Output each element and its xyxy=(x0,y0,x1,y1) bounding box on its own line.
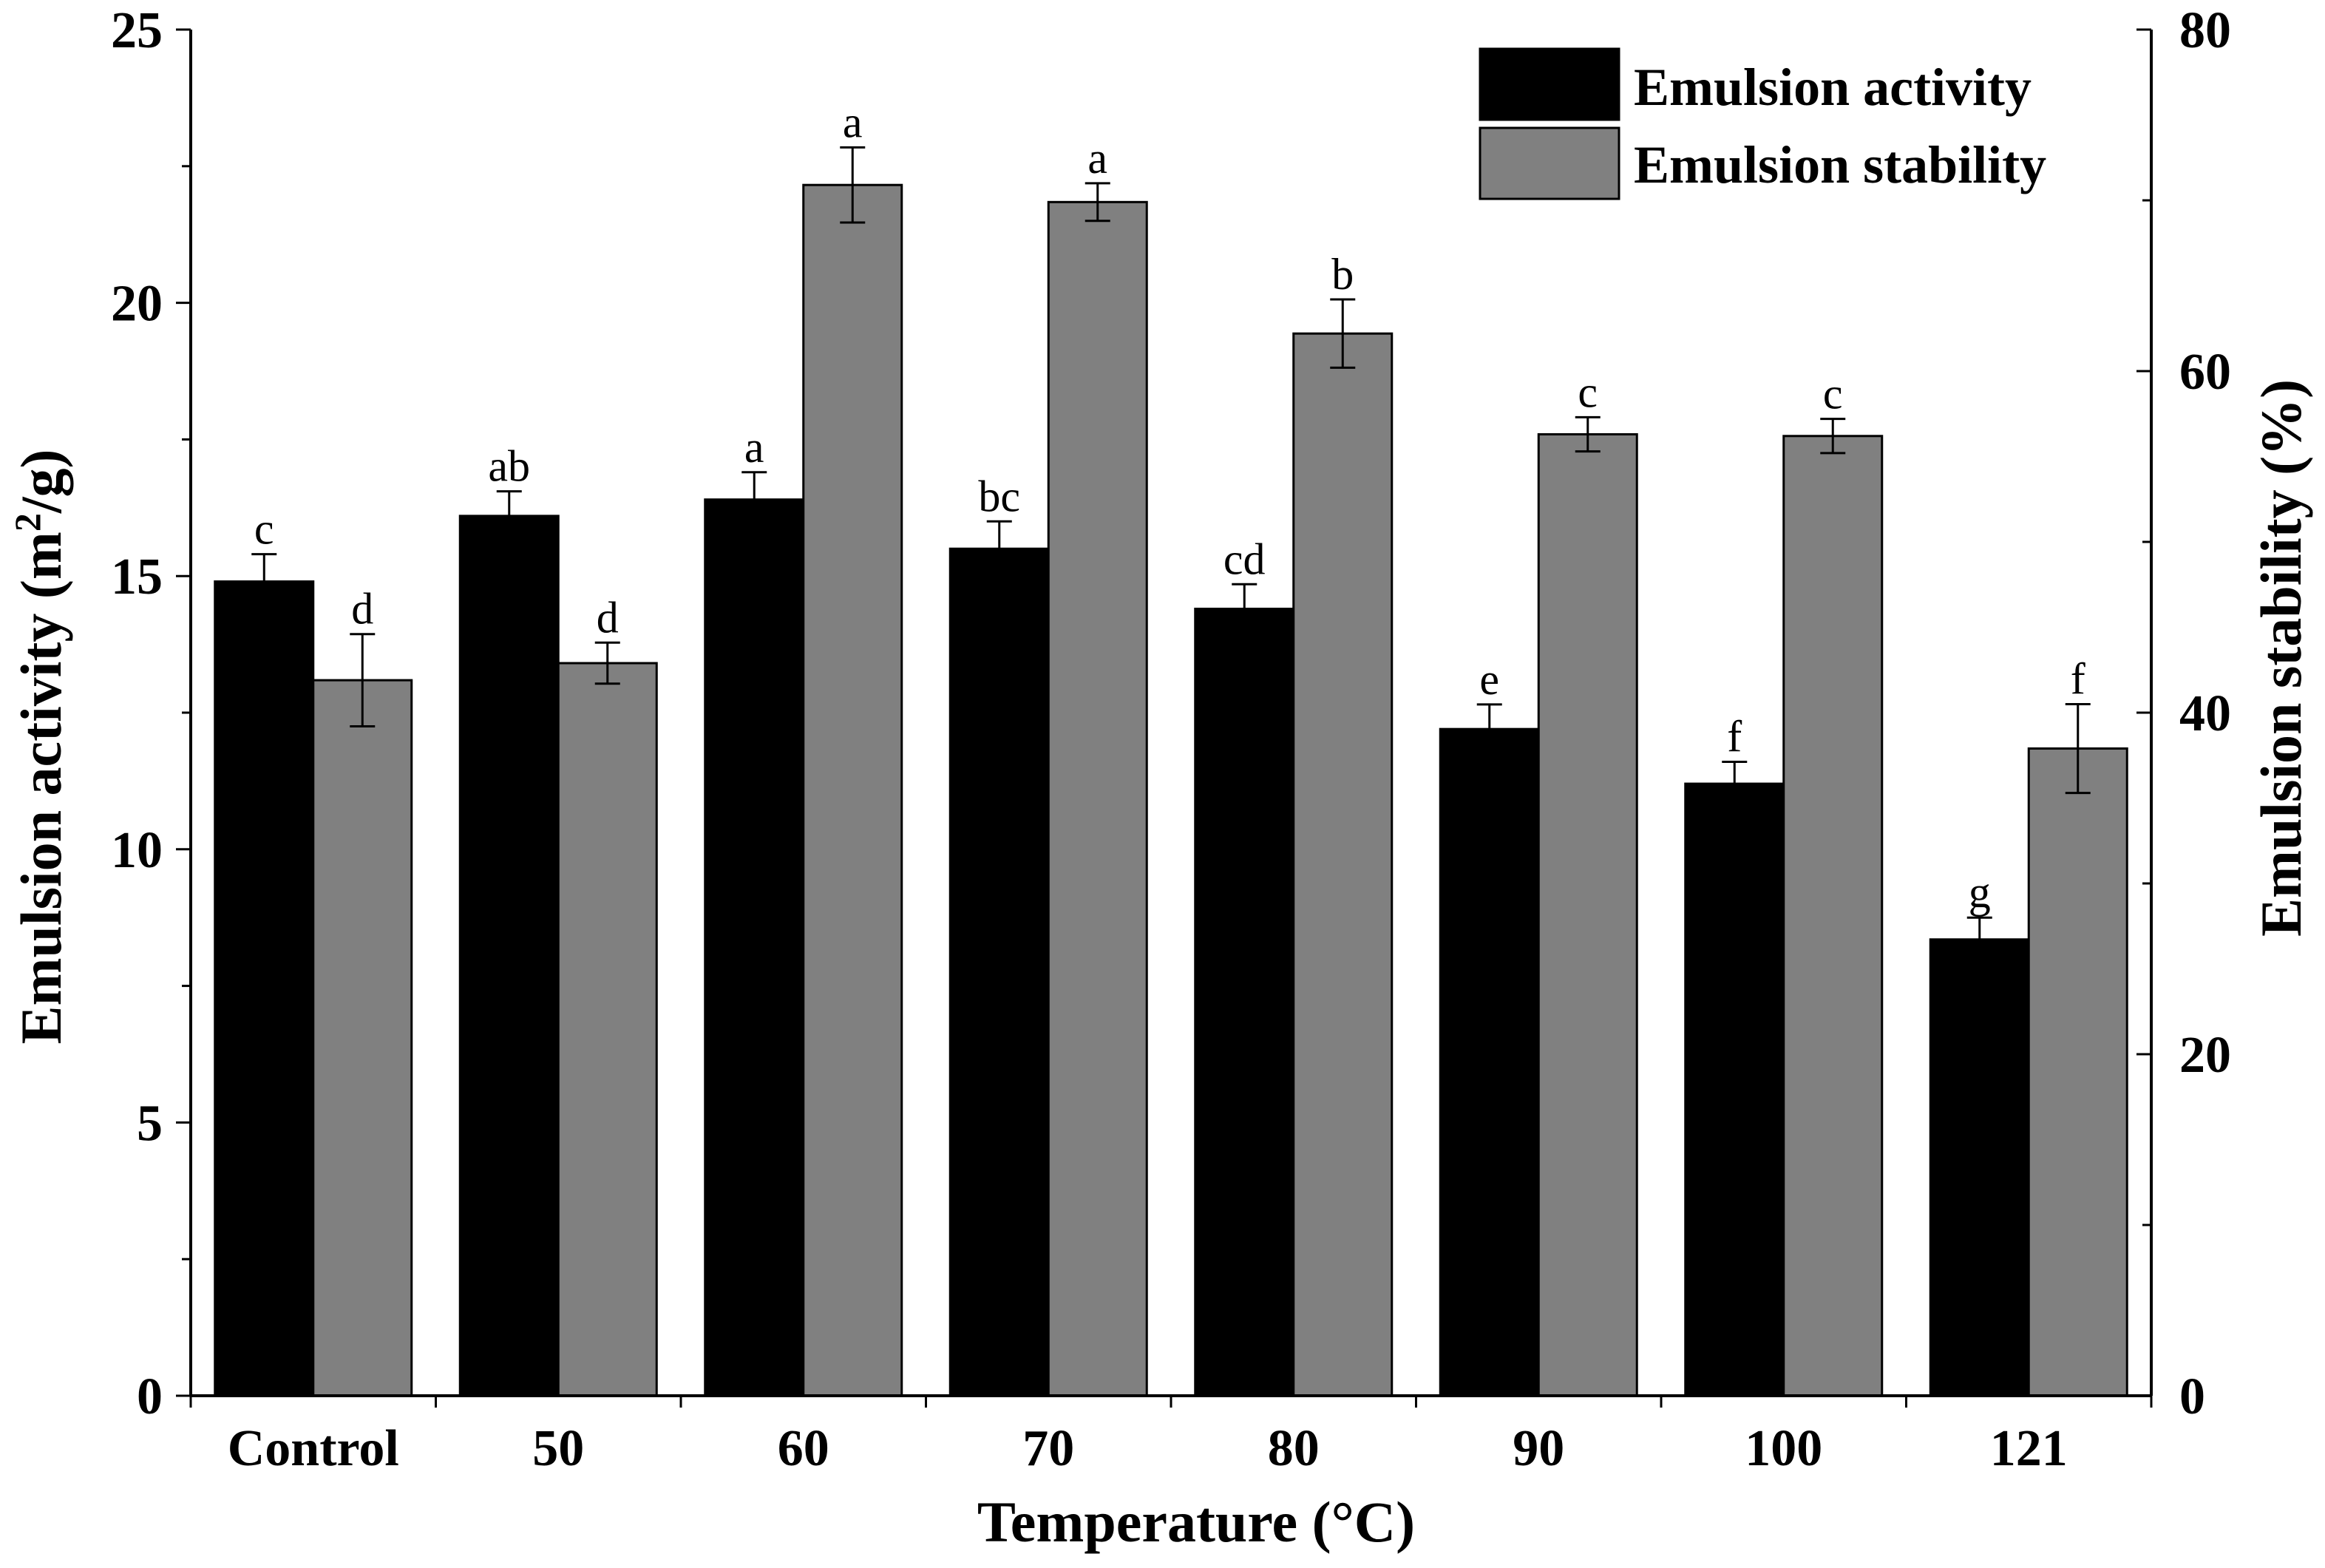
y-left-tick-label-1: 5 xyxy=(137,1095,163,1152)
x-tick-label-5: 90 xyxy=(1513,1420,1564,1477)
bar-stability-7 xyxy=(2027,747,2128,1397)
bar-activity-6 xyxy=(1684,782,1785,1397)
significance-label-activity-4: cd xyxy=(1223,534,1266,583)
significance-label-stability-1: d xyxy=(597,593,619,642)
x-tick-label-1: 50 xyxy=(532,1420,584,1477)
significance-label-stability-6: c xyxy=(1823,370,1843,418)
y-left-tick-label-5: 25 xyxy=(111,2,163,59)
x-tick-label-0: Control xyxy=(228,1420,399,1477)
bar-activity-4 xyxy=(1194,608,1295,1397)
bar-activity-3 xyxy=(948,547,1050,1397)
significance-label-stability-7: f xyxy=(2071,654,2085,703)
legend: Emulsion activity Emulsion stability xyxy=(1479,47,2046,200)
significance-label-activity-6: f xyxy=(1727,713,1742,761)
bar-stability-5 xyxy=(1537,432,1638,1397)
y-right-tick-label-0: 0 xyxy=(2179,1368,2205,1425)
bar-activity-2 xyxy=(704,498,805,1397)
chart-marks: cdControlabd50aa60bca70cdb80ec90fc100gf1… xyxy=(111,2,2231,1477)
y-right-tick-label-2: 40 xyxy=(2179,685,2231,742)
x-axis-title: Temperature (°C) xyxy=(977,1490,1415,1554)
bar-stability-2 xyxy=(802,183,903,1397)
x-tick-label-4: 80 xyxy=(1268,1420,1320,1477)
x-tick-label-7: 121 xyxy=(1990,1420,2068,1477)
y-right-tick-label-3: 60 xyxy=(2179,344,2231,401)
y-right-tick-label-1: 20 xyxy=(2179,1027,2231,1084)
y-left-tick-label-3: 15 xyxy=(111,549,163,605)
bar-activity-7 xyxy=(1929,938,2030,1397)
bar-stability-4 xyxy=(1292,332,1394,1397)
bar-stability-1 xyxy=(557,662,658,1397)
legend-label-activity: Emulsion activity xyxy=(1634,58,2032,117)
significance-label-stability-2: a xyxy=(843,98,863,146)
significance-label-activity-3: bc xyxy=(978,472,1020,520)
significance-label-activity-7: g xyxy=(1969,868,1991,917)
legend-label-stability: Emulsion stability xyxy=(1634,135,2046,194)
significance-label-activity-2: a xyxy=(744,423,764,472)
y-left-tick-label-0: 0 xyxy=(137,1368,163,1425)
bar-stability-6 xyxy=(1782,435,1884,1397)
bar-activity-1 xyxy=(458,515,560,1397)
significance-label-activity-1: ab xyxy=(488,442,530,491)
y-right-tick-label-4: 80 xyxy=(2179,2,2231,59)
significance-label-activity-0: c xyxy=(254,505,274,554)
y-left-tick-label-2: 10 xyxy=(111,822,163,879)
bar-activity-0 xyxy=(214,580,315,1397)
y-axis-left-title-sup: 2 xyxy=(7,513,48,532)
y-axis-left-title-main: Emulsion activity (m xyxy=(9,532,73,1044)
y-axis-left-title-rest: /g) xyxy=(9,449,73,515)
x-tick-label-6: 100 xyxy=(1745,1420,1822,1477)
bar-activity-5 xyxy=(1439,727,1540,1397)
legend-swatch-stability xyxy=(1479,126,1620,200)
y-axis-right-title: Emulsion stability (%) xyxy=(2249,379,2313,937)
significance-label-stability-3: a xyxy=(1087,134,1107,183)
bar-stability-3 xyxy=(1047,200,1148,1397)
significance-label-stability-5: c xyxy=(1578,367,1598,416)
legend-swatch-activity xyxy=(1479,47,1620,121)
x-tick-label-2: 60 xyxy=(778,1420,829,1477)
significance-label-stability-0: d xyxy=(351,585,373,634)
y-axis-left-title: Emulsion activity (m2/g) xyxy=(7,449,73,1045)
significance-label-stability-4: b xyxy=(1331,250,1354,299)
bar-stability-0 xyxy=(312,679,413,1397)
x-tick-label-3: 70 xyxy=(1022,1420,1074,1477)
significance-label-activity-5: e xyxy=(1479,655,1499,704)
y-left-tick-label-4: 20 xyxy=(111,276,163,333)
